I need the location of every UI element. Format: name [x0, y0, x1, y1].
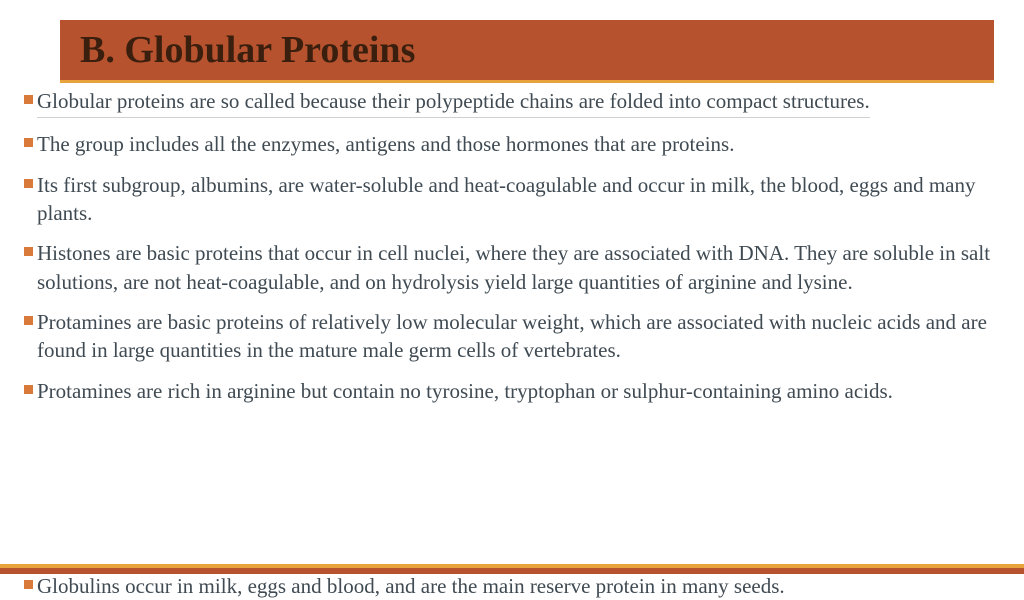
bullet-icon: [24, 247, 33, 256]
bullet-icon: [24, 138, 33, 147]
bullet-icon: [24, 316, 33, 325]
bullet-item: Protamines are rich in arginine but cont…: [24, 377, 1000, 405]
title-bar: B. Globular Proteins: [60, 20, 994, 83]
bullet-item: Its first subgroup, albumins, are water-…: [24, 171, 1000, 228]
bullet-item: The group includes all the enzymes, anti…: [24, 130, 1000, 158]
bullet-icon: [24, 580, 33, 589]
bullet-icon: [24, 385, 33, 394]
slide-title: B. Globular Proteins: [80, 29, 415, 71]
bullet-text: The group includes all the enzymes, anti…: [37, 130, 734, 158]
bullet-item: Protamines are basic proteins of relativ…: [24, 308, 1000, 365]
bullet-text: Globular proteins are so called because …: [37, 87, 870, 118]
content-area: Globular proteins are so called because …: [0, 83, 1024, 405]
bullet-text: Histones are basic proteins that occur i…: [37, 239, 1000, 296]
bullet-icon: [24, 95, 33, 104]
bullet-text: Its first subgroup, albumins, are water-…: [37, 171, 1000, 228]
bullet-item: Histones are basic proteins that occur i…: [24, 239, 1000, 296]
bullet-icon: [24, 179, 33, 188]
bullet-text: Protamines are basic proteins of relativ…: [37, 308, 1000, 365]
bullet-text: Protamines are rich in arginine but cont…: [37, 377, 893, 405]
bullet-item: Globular proteins are so called because …: [24, 87, 1000, 118]
